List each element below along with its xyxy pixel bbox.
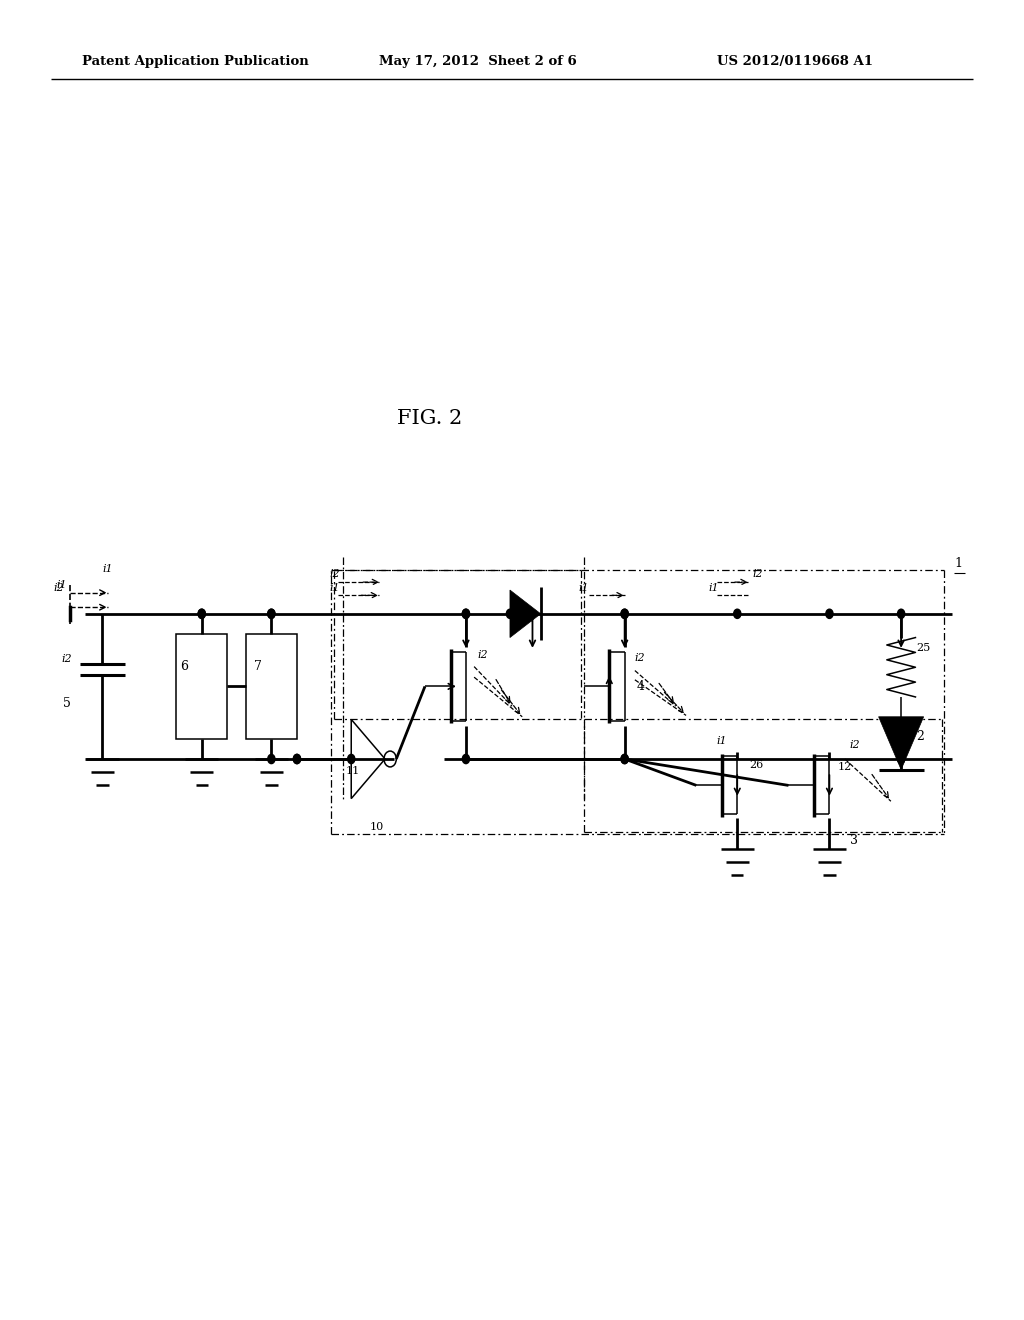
- Text: i1: i1: [709, 582, 719, 593]
- Circle shape: [733, 609, 740, 618]
- Circle shape: [621, 755, 628, 763]
- Text: 7: 7: [254, 660, 262, 673]
- Circle shape: [268, 755, 274, 763]
- Text: i2: i2: [753, 569, 763, 579]
- Circle shape: [897, 755, 905, 763]
- Text: FIG. 2: FIG. 2: [397, 409, 463, 428]
- Circle shape: [506, 609, 513, 618]
- Circle shape: [199, 609, 205, 618]
- Text: May 17, 2012  Sheet 2 of 6: May 17, 2012 Sheet 2 of 6: [379, 55, 577, 69]
- Circle shape: [463, 755, 469, 763]
- Text: US 2012/0119668 A1: US 2012/0119668 A1: [717, 55, 872, 69]
- Text: Patent Application Publication: Patent Application Publication: [82, 55, 308, 69]
- Circle shape: [897, 609, 905, 618]
- Text: i1: i1: [717, 735, 727, 746]
- Text: i2: i2: [850, 739, 860, 750]
- Circle shape: [463, 609, 469, 618]
- Text: i2: i2: [635, 652, 645, 663]
- Circle shape: [268, 609, 274, 618]
- Text: 10: 10: [370, 821, 384, 832]
- Bar: [176, 634, 227, 739]
- Text: 4: 4: [637, 680, 645, 693]
- Circle shape: [621, 755, 628, 763]
- Text: 6: 6: [180, 660, 188, 673]
- Text: i1: i1: [330, 582, 340, 593]
- Text: 26: 26: [750, 759, 764, 770]
- Text: 3: 3: [850, 834, 858, 847]
- Text: 2: 2: [916, 730, 925, 743]
- Text: 25: 25: [916, 643, 931, 653]
- Text: i1: i1: [56, 579, 67, 590]
- Polygon shape: [510, 590, 541, 638]
- Circle shape: [621, 609, 628, 618]
- Circle shape: [463, 609, 469, 618]
- Text: i2: i2: [330, 569, 340, 579]
- Text: 5: 5: [63, 697, 72, 710]
- Circle shape: [347, 755, 354, 763]
- Text: i2: i2: [477, 649, 487, 660]
- Circle shape: [293, 755, 301, 763]
- Bar: [246, 634, 297, 739]
- Text: 27: 27: [522, 614, 537, 624]
- Text: 12: 12: [838, 762, 852, 772]
- Text: 1: 1: [954, 557, 963, 570]
- Text: 11: 11: [346, 766, 360, 776]
- Polygon shape: [879, 717, 924, 770]
- Circle shape: [293, 755, 301, 763]
- Circle shape: [199, 609, 205, 618]
- Text: i1: i1: [102, 564, 113, 574]
- Circle shape: [268, 609, 274, 618]
- Circle shape: [826, 609, 834, 618]
- Text: i1: i1: [579, 582, 589, 593]
- Text: i2: i2: [53, 582, 63, 593]
- Circle shape: [621, 609, 628, 618]
- Text: i2: i2: [61, 653, 72, 664]
